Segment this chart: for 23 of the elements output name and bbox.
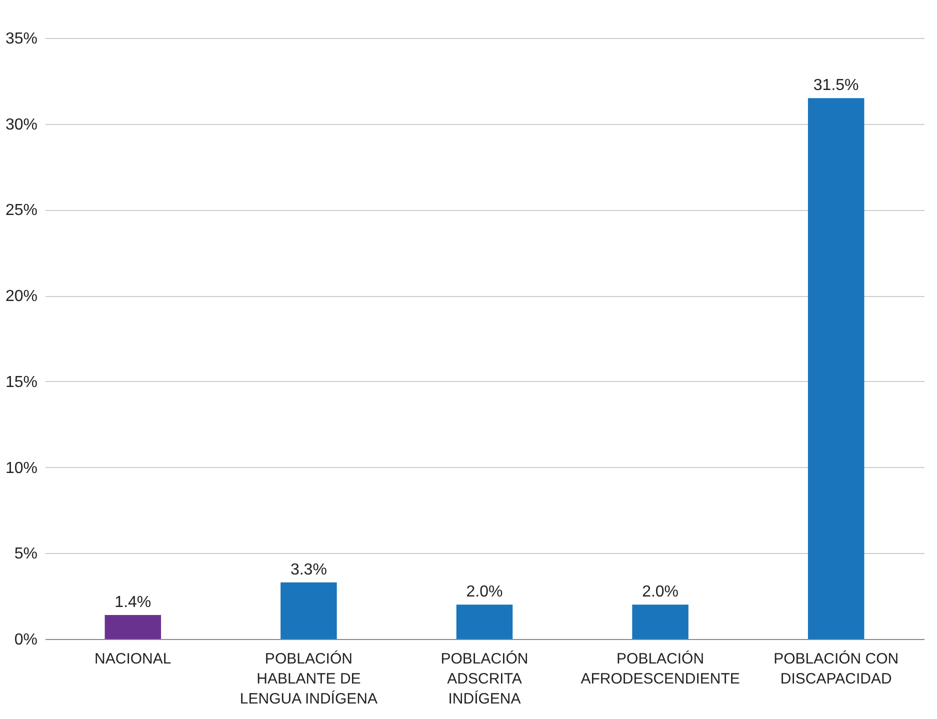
y-tick-label: 35% bbox=[5, 30, 38, 48]
y-tick-label: 20% bbox=[5, 288, 38, 306]
data-label: 2.0% bbox=[466, 584, 503, 601]
data-label: 2.0% bbox=[642, 584, 679, 601]
bar bbox=[104, 614, 162, 639]
x-tick-label: POBLACIÓN CON DISCAPACIDAD bbox=[774, 650, 899, 688]
data-label: 1.4% bbox=[114, 594, 152, 611]
data-label: 31.5% bbox=[813, 77, 859, 94]
y-tick-label: 0% bbox=[14, 632, 38, 648]
bar bbox=[632, 604, 688, 639]
x-tick-label: NACIONAL bbox=[94, 650, 172, 668]
y-tick-label: 10% bbox=[5, 460, 38, 477]
x-tick-label: POBLACIÓN AFRODESCENDIENTE bbox=[580, 650, 740, 688]
y-tick-label: 5% bbox=[14, 546, 38, 563]
x-tick-label: POBLACIÓN HABLANTE DE LENGUA INDÍGENA bbox=[240, 650, 378, 708]
bar bbox=[808, 98, 864, 639]
y-tick-label: 25% bbox=[5, 202, 38, 220]
data-label: 3.3% bbox=[290, 561, 327, 578]
y-tick-label: 15% bbox=[5, 374, 38, 391]
y-tick-label: 30% bbox=[5, 116, 38, 134]
bar bbox=[456, 604, 513, 639]
x-tick-label: POBLACIÓN ADSCRITA INDÍGENA bbox=[440, 650, 528, 708]
bar bbox=[280, 582, 337, 639]
